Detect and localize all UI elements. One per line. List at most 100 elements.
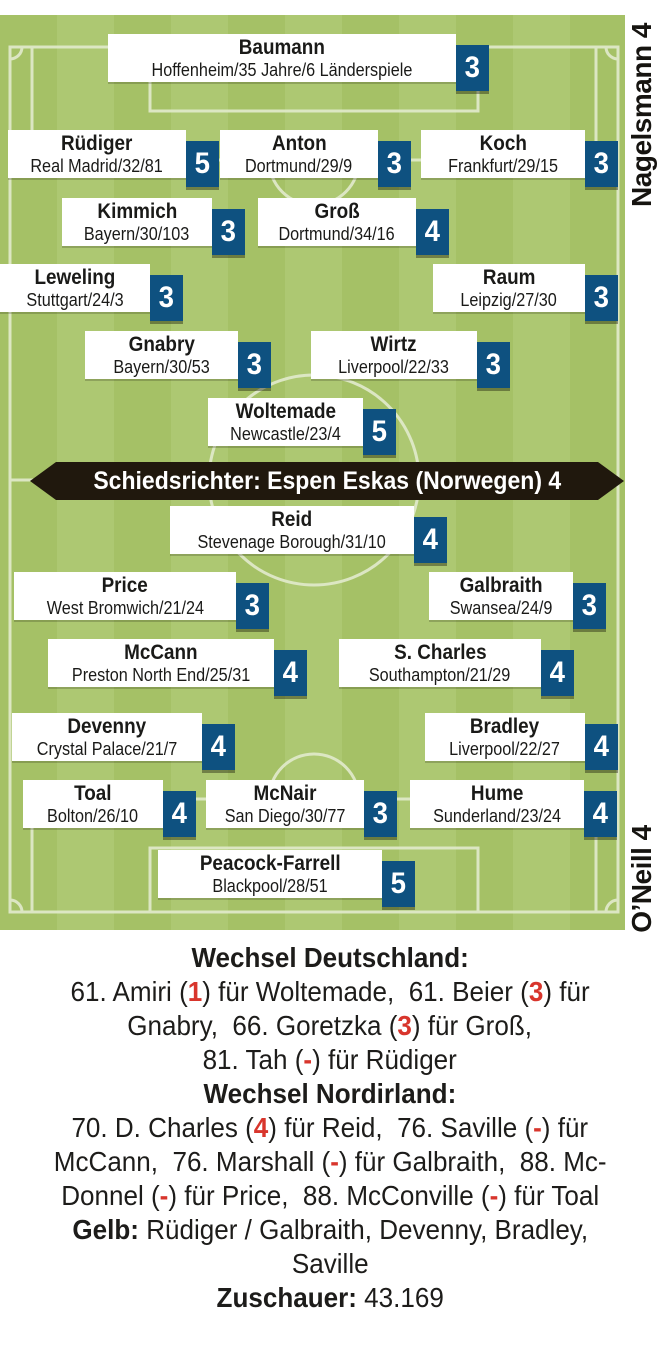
player-rating-badge: 5 xyxy=(186,141,219,187)
player-club-age-caps: Crystal Palace/21/7 xyxy=(36,739,178,759)
player-rating-badge: 5 xyxy=(363,409,396,455)
player-box-s-charles: S. Charles Southampton/21/29 4 xyxy=(339,639,574,696)
player-name: Reid xyxy=(271,508,313,531)
player-card: Groß Dortmund/34/16 xyxy=(258,198,416,246)
player-name: Rüdiger xyxy=(61,132,133,155)
player-name: Gnabry xyxy=(128,333,195,356)
player-name: Groß xyxy=(314,200,360,223)
player-box-raum: Raum Leipzig/27/30 3 xyxy=(433,264,618,321)
player-rating-badge: 3 xyxy=(456,45,489,91)
player-rating-badge: 3 xyxy=(150,275,183,321)
player-club-age-caps: Liverpool/22/33 xyxy=(338,357,450,377)
coach-label-northern-ireland: O’Neill 4 xyxy=(626,825,657,933)
player-box-toal: Toal Bolton/26/10 4 xyxy=(23,780,196,837)
player-club-age-caps: Stuttgart/24/3 xyxy=(26,290,124,310)
player-name: Woltemade xyxy=(235,400,336,423)
player-box-devenny: Devenny Crystal Palace/21/7 4 xyxy=(12,713,235,770)
player-box-kimmich: Kimmich Bayern/30/103 3 xyxy=(62,198,245,255)
player-rating-badge: 4 xyxy=(584,791,617,837)
report-line: McCann, 76. Marshall (-) für Galbraith, … xyxy=(53,1146,607,1177)
report-line: Wechsel Deutschland: xyxy=(191,942,469,973)
report-line: 81. Tah (-) für Rüdiger xyxy=(202,1044,458,1075)
player-rating-badge: 4 xyxy=(541,650,574,696)
player-rating-badge: 4 xyxy=(414,517,447,563)
player-card: Gnabry Bayern/30/53 xyxy=(85,331,238,379)
player-box-anton: Anton Dortmund/29/9 3 xyxy=(220,130,411,187)
player-name: Wirtz xyxy=(370,333,418,356)
player-card: Raum Leipzig/27/30 xyxy=(433,264,585,312)
player-box-peacock-farrell: Peacock-Farrell Blackpool/28/51 5 xyxy=(158,850,415,907)
player-box-woltemade: Woltemade Newcastle/23/4 5 xyxy=(208,398,396,455)
player-rating-badge: 4 xyxy=(416,209,449,255)
player-box-mcnair: McNair San Diego/30/77 3 xyxy=(206,780,397,837)
report-line: Gnabry, 66. Goretzka (3) für Groß, xyxy=(127,1010,533,1041)
player-name: Price xyxy=(101,574,149,597)
player-rating-badge: 4 xyxy=(163,791,196,837)
referee-banner: Schiedsrichter: Espen Eskas (Norwegen) 4 xyxy=(30,462,624,500)
player-club-age-caps: Frankfurt/29/15 xyxy=(448,156,558,176)
player-box-baumann: Baumann Hoffenheim/35 Jahre/6 Länderspie… xyxy=(108,34,489,91)
player-card: Baumann Hoffenheim/35 Jahre/6 Länderspie… xyxy=(108,34,456,82)
player-club-age-caps: Sunderland/23/24 xyxy=(433,806,561,826)
player-rating-badge: 3 xyxy=(212,209,245,255)
player-card: Hume Sunderland/23/24 xyxy=(410,780,584,828)
player-card: Anton Dortmund/29/9 xyxy=(220,130,378,178)
player-rating-badge: 4 xyxy=(585,724,618,770)
player-box-hume: Hume Sunderland/23/24 4 xyxy=(410,780,617,837)
player-club-age-caps: Dortmund/29/9 xyxy=(245,156,353,176)
player-box-mccann: McCann Preston North End/25/31 4 xyxy=(48,639,307,696)
player-card: Peacock-Farrell Blackpool/28/51 xyxy=(158,850,382,898)
player-name: McNair xyxy=(253,782,317,805)
player-club-age-caps: Leipzig/27/30 xyxy=(460,290,558,310)
player-club-age-caps: Preston North End/25/31 xyxy=(71,665,251,685)
player-box-galbraith: Galbraith Swansea/24/9 3 xyxy=(429,572,606,629)
player-box-gnabry: Gnabry Bayern/30/53 3 xyxy=(85,331,271,388)
player-name: Peacock-Farrell xyxy=(199,852,341,875)
player-name: Devenny xyxy=(67,715,147,738)
player-club-age-caps: Newcastle/23/4 xyxy=(230,424,341,444)
football-pitch: Baumann Hoffenheim/35 Jahre/6 Länderspie… xyxy=(0,15,625,930)
player-card: Reid Stevenage Borough/31/10 xyxy=(170,506,414,554)
player-name: S. Charles xyxy=(393,641,487,664)
player-box-gro-: Groß Dortmund/34/16 4 xyxy=(258,198,449,255)
player-card: Woltemade Newcastle/23/4 xyxy=(208,398,363,446)
player-rating-badge: 3 xyxy=(573,583,606,629)
player-name: Hume xyxy=(470,782,524,805)
player-rating-badge: 3 xyxy=(477,342,510,388)
player-card: McNair San Diego/30/77 xyxy=(206,780,364,828)
report-line: Donnel (-) für Price, 88. McConville (-)… xyxy=(61,1180,599,1211)
player-card: Leweling Stuttgart/24/3 xyxy=(0,264,150,312)
player-name: Toal xyxy=(74,782,112,805)
player-card: S. Charles Southampton/21/29 xyxy=(339,639,541,687)
player-box-wirtz: Wirtz Liverpool/22/33 3 xyxy=(311,331,510,388)
player-box-r-diger: Rüdiger Real Madrid/32/81 5 xyxy=(8,130,219,187)
player-name: Bradley xyxy=(470,715,540,738)
player-club-age-caps: Southampton/21/29 xyxy=(369,665,511,685)
player-rating-badge: 3 xyxy=(378,141,411,187)
player-rating-badge: 3 xyxy=(364,791,397,837)
report-line: 61. Amiri (1) für Woltemade, 61. Beier (… xyxy=(70,976,590,1007)
player-name: Anton xyxy=(271,132,327,155)
coach-label-germany: Nagelsmann 4 xyxy=(626,23,657,207)
player-name: McCann xyxy=(124,641,198,664)
player-card: Wirtz Liverpool/22/33 xyxy=(311,331,477,379)
player-club-age-caps: Bayern/30/53 xyxy=(113,357,210,377)
player-club-age-caps: Bayern/30/103 xyxy=(84,224,190,244)
player-club-age-caps: West Bromwich/21/24 xyxy=(46,598,204,618)
player-rating-badge: 4 xyxy=(202,724,235,770)
report-line: Zuschauer: 43.169 xyxy=(216,1282,444,1313)
report-line: Gelb: Rüdiger / Galbraith, Devenny, Brad… xyxy=(72,1214,588,1245)
player-club-age-caps: Swansea/24/9 xyxy=(449,598,553,618)
player-card: Galbraith Swansea/24/9 xyxy=(429,572,573,620)
player-club-age-caps: San Diego/30/77 xyxy=(224,806,346,826)
player-club-age-caps: Dortmund/34/16 xyxy=(278,224,396,244)
match-report-text: Wechsel Deutschland: 61. Amiri (1) für Wo… xyxy=(0,941,660,1315)
player-card: Devenny Crystal Palace/21/7 xyxy=(12,713,202,761)
player-card: Toal Bolton/26/10 xyxy=(23,780,163,828)
player-name: Raum xyxy=(482,266,536,289)
report-line: 70. D. Charles (4) für Reid, 76. Saville… xyxy=(71,1112,589,1143)
report-line: Wechsel Nordirland: xyxy=(203,1078,457,1109)
player-rating-badge: 5 xyxy=(382,861,415,907)
player-club-age-caps: Bolton/26/10 xyxy=(47,806,139,826)
